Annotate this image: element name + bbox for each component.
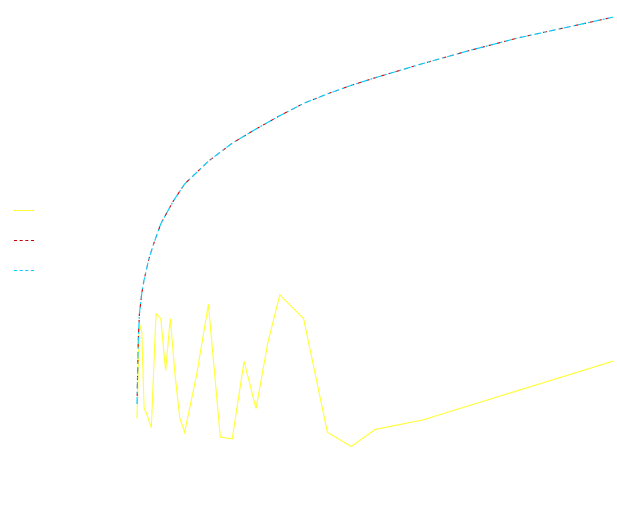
legend-swatch-series-1 (14, 210, 34, 211)
legend-swatch-series-2 (14, 240, 34, 241)
series-line-3 (136, 16, 614, 404)
series-line-2 (136, 16, 614, 404)
legend-swatch-series-3 (14, 270, 34, 271)
series-line-1 (136, 293, 614, 448)
